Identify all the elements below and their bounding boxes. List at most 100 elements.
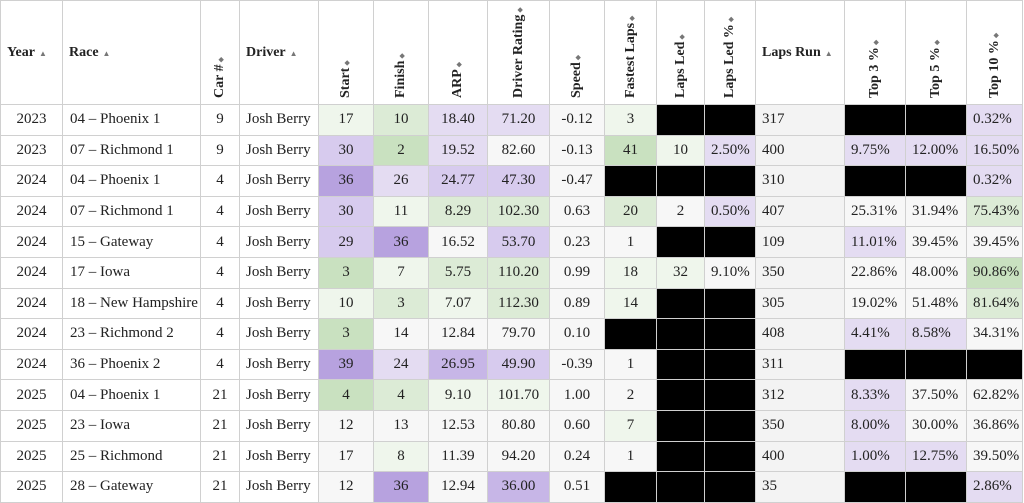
column-header-laps-led-pct[interactable]: Laps Led %◆ [704, 0, 756, 105]
cell-start: 3 [318, 256, 374, 289]
column-header-laps-led[interactable]: Laps Led◆ [656, 0, 705, 105]
cell-race: 18 – New Hampshire [62, 287, 201, 320]
cell-race: 23 – Richmond 2 [62, 318, 201, 350]
cell-top5 [905, 348, 967, 381]
table-row: 2025 04 – Phoenix 1 21 Josh Berry 4 4 9.… [0, 379, 1023, 411]
table-row: 2024 15 – Gateway 4 Josh Berry 29 36 16.… [0, 226, 1023, 258]
cell-top5: 30.00% [905, 409, 967, 442]
cell-driver-rating: 49.90 [487, 348, 550, 381]
cell-arp: 26.95 [428, 348, 488, 381]
cell-start: 36 [318, 165, 374, 197]
cell-top10: 39.45% [966, 226, 1023, 258]
table-row: 2025 23 – Iowa 21 Josh Berry 12 13 12.53… [0, 409, 1023, 442]
cell-laps-run: 35 [755, 471, 845, 503]
cell-laps-run: 317 [755, 104, 845, 136]
cell-top10: 0.32% [966, 165, 1023, 197]
cell-top3: 8.33% [844, 379, 906, 411]
column-header-laps-run[interactable]: Laps Run ▲ [755, 0, 845, 105]
cell-laps-run: 350 [755, 256, 845, 289]
column-header-driver-rating[interactable]: Driver Rating◆ [487, 0, 550, 105]
table-row: 2023 04 – Phoenix 1 9 Josh Berry 17 10 1… [0, 104, 1023, 136]
cell-fastest-laps: 1 [604, 348, 657, 381]
cell-start: 12 [318, 471, 374, 503]
cell-speed: -0.39 [549, 348, 605, 381]
cell-top10: 62.82% [966, 379, 1023, 411]
cell-car: 21 [200, 471, 240, 503]
header-label: Laps Run [762, 44, 821, 60]
cell-arp: 8.29 [428, 195, 488, 228]
header-label: Race [69, 44, 99, 60]
cell-driver: Josh Berry [239, 195, 319, 228]
cell-driver-rating: 36.00 [487, 471, 550, 503]
table-row: 2024 36 – Phoenix 2 4 Josh Berry 39 24 2… [0, 348, 1023, 381]
cell-top3: 22.86% [844, 256, 906, 289]
column-header-race[interactable]: Race ▲ [62, 0, 201, 105]
cell-top5: 48.00% [905, 256, 967, 289]
column-header-driver[interactable]: Driver ▲ [239, 0, 319, 105]
cell-year: 2024 [0, 165, 63, 197]
cell-top3 [844, 104, 906, 136]
column-header-top3-pct[interactable]: Top 3 %◆ [844, 0, 906, 105]
column-header-car[interactable]: Car #◆ [200, 0, 240, 105]
sort-icon: ◆ [217, 57, 225, 63]
cell-top3 [844, 348, 906, 381]
cell-fastest-laps [604, 318, 657, 350]
cell-car: 9 [200, 104, 240, 136]
cell-race: 07 – Richmond 1 [62, 134, 201, 167]
cell-arp: 5.75 [428, 256, 488, 289]
cell-car: 21 [200, 409, 240, 442]
table-row: 2024 23 – Richmond 2 4 Josh Berry 3 14 1… [0, 318, 1023, 350]
column-header-year[interactable]: Year ▲ [0, 0, 63, 105]
sort-asc-icon: ▲ [102, 48, 111, 58]
cell-start: 30 [318, 195, 374, 228]
sort-icon: ◆ [398, 53, 406, 59]
cell-year: 2023 [0, 104, 63, 136]
cell-laps-run: 109 [755, 226, 845, 258]
cell-fastest-laps: 14 [604, 287, 657, 320]
cell-laps-run: 407 [755, 195, 845, 228]
cell-year: 2024 [0, 226, 63, 258]
table-row: 2024 18 – New Hampshire 4 Josh Berry 10 … [0, 287, 1023, 320]
column-header-arp[interactable]: ARP◆ [428, 0, 488, 105]
cell-driver: Josh Berry [239, 134, 319, 167]
sort-icon: ◆ [677, 34, 686, 40]
cell-speed: -0.47 [549, 165, 605, 197]
cell-arp: 24.77 [428, 165, 488, 197]
cell-race: 17 – Iowa [62, 256, 201, 289]
column-header-top5-pct[interactable]: Top 5 %◆ [905, 0, 967, 105]
header-label: Laps Led [672, 41, 688, 98]
cell-fastest-laps: 3 [604, 104, 657, 136]
column-header-top10-pct[interactable]: Top 10 %◆ [966, 0, 1023, 105]
cell-driver-rating: 79.70 [487, 318, 550, 350]
cell-driver: Josh Berry [239, 226, 319, 258]
cell-driver: Josh Berry [239, 440, 319, 473]
cell-driver: Josh Berry [239, 256, 319, 289]
cell-top5: 39.45% [905, 226, 967, 258]
cell-finish: 8 [373, 440, 429, 473]
cell-top5 [905, 471, 967, 503]
cell-car: 21 [200, 440, 240, 473]
cell-top3 [844, 165, 906, 197]
column-header-fastest-laps[interactable]: Fastest Laps◆ [604, 0, 657, 105]
sort-icon: ◆ [991, 32, 1000, 39]
cell-top5 [905, 104, 967, 136]
cell-year: 2025 [0, 409, 63, 442]
cell-laps-led [656, 226, 705, 258]
cell-finish: 7 [373, 256, 429, 289]
cell-speed: -0.12 [549, 104, 605, 136]
sort-asc-icon: ▲ [824, 48, 833, 58]
cell-arp: 19.52 [428, 134, 488, 167]
cell-top10: 34.31% [966, 318, 1023, 350]
cell-finish: 36 [373, 471, 429, 503]
cell-laps-led-pct [704, 440, 756, 473]
sort-icon: ◆ [343, 60, 351, 66]
column-header-finish[interactable]: Finish◆ [373, 0, 429, 105]
cell-driver-rating: 110.20 [487, 256, 550, 289]
cell-top3: 8.00% [844, 409, 906, 442]
cell-laps-led: 2 [656, 195, 705, 228]
column-header-start[interactable]: Start◆ [318, 0, 374, 105]
column-header-speed[interactable]: Speed◆ [549, 0, 605, 105]
sort-asc-icon: ▲ [289, 48, 298, 58]
header-label: Speed [569, 62, 584, 98]
